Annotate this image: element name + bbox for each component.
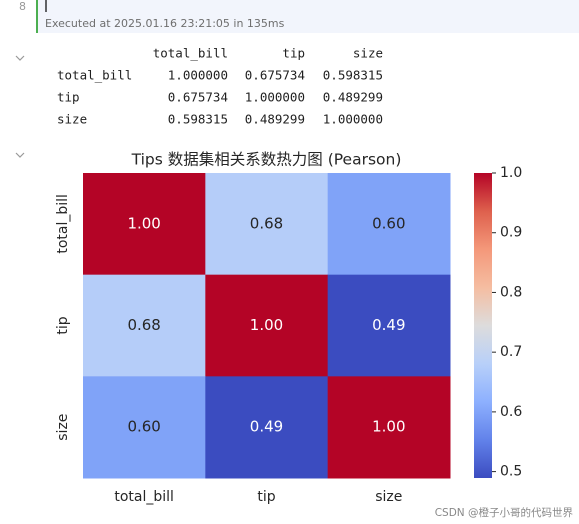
table-row-label: total_bill [57,68,132,83]
table-cell: 1.000000 [323,112,383,127]
cell-label: 0.49 [250,418,283,436]
y-tick-label: tip [55,316,71,334]
table-cell: 1.000000 [245,90,305,105]
heatmap-cell [327,274,451,377]
collapse-toggle[interactable] [15,152,25,158]
table-header: size [353,46,383,61]
colorbar-tick-label: 0.5 [500,464,522,480]
cell-label: 0.68 [250,214,283,232]
cell-label: 1.00 [250,316,283,334]
cell-label: 0.60 [372,214,405,232]
colorbar-tick-label: 0.6 [500,404,522,420]
table-cell: 0.598315 [323,68,383,83]
y-tick-label: total_bill [55,194,71,254]
table-cell: 1.000000 [168,68,228,83]
table-cell: 0.598315 [168,112,228,127]
chart-title: Tips 数据集相关系数热力图 (Pearson) [131,151,402,169]
cell-marker [36,0,38,33]
exec-status: Executed at 2025.01.16 23:21:05 in 135ms [45,17,285,30]
heatmap-cell [83,274,206,377]
table-row-label: tip [57,90,80,105]
colorbar-tick-label: 0.7 [500,344,522,360]
table-header: tip [282,46,305,61]
heatmap-cell [327,376,451,479]
heatmap-cell [327,173,451,276]
heatmap-cell [83,376,206,479]
heatmap-cell [205,173,329,276]
line-number: 8 [19,0,26,13]
x-tick-label: size [375,489,402,505]
table-row-label: size [57,112,87,127]
colorbar-tick-label: 1.0 [500,165,522,181]
cell-input[interactable] [38,0,579,33]
table-cell: 0.489299 [323,90,383,105]
table-header: total_bill [153,46,228,61]
colorbar [474,173,492,478]
colorbar-tick-label: 0.8 [500,284,522,300]
watermark: CSDN @橙子小哥的代码世界 [435,506,574,519]
cell-label: 0.49 [372,316,405,334]
heatmap-cell [83,173,206,276]
table-cell: 0.675734 [245,68,305,83]
heatmap-cell [205,376,329,479]
cell-label: 0.68 [127,316,160,334]
cell-label: 1.00 [372,418,405,436]
colorbar-tick-label: 0.9 [500,225,522,241]
table-cell: 0.675734 [168,90,228,105]
x-tick-label: total_bill [114,489,174,505]
cell-label: 1.00 [127,214,160,232]
y-tick-label: size [55,414,71,441]
collapse-toggle[interactable] [15,55,25,61]
heatmap-cell [205,274,329,377]
x-tick-label: tip [257,489,275,505]
table-cell: 0.489299 [245,112,305,127]
cell-label: 0.60 [127,418,160,436]
